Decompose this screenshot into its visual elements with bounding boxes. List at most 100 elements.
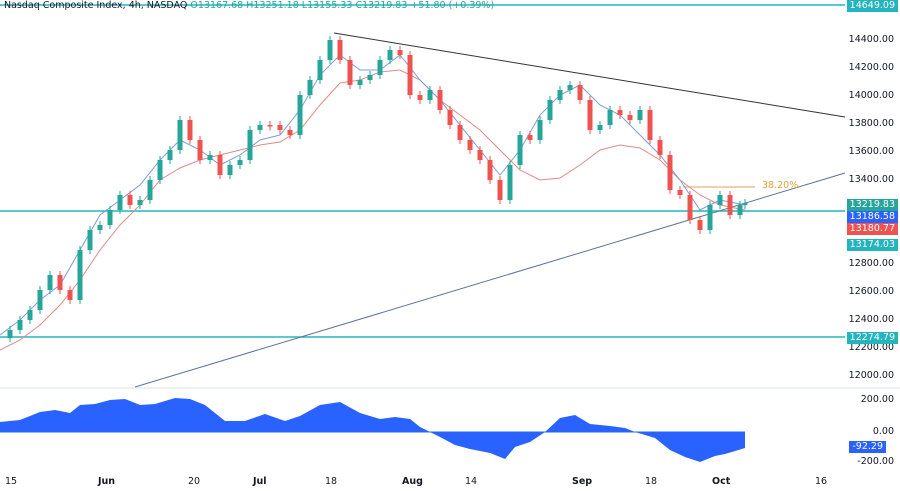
candle-body[interactable]	[497, 180, 503, 200]
price-tick-label: 13600.00	[848, 146, 894, 157]
candle-body[interactable]	[547, 100, 553, 120]
candle-body[interactable]	[237, 160, 243, 165]
candle-body[interactable]	[17, 320, 23, 330]
candle-body[interactable]	[597, 125, 603, 130]
time-tick-label: Aug	[402, 476, 423, 487]
candle-body[interactable]	[367, 75, 373, 80]
candle-body[interactable]	[337, 40, 343, 60]
candle-body[interactable]	[247, 130, 253, 160]
candle-body[interactable]	[377, 60, 383, 75]
candle-body[interactable]	[507, 165, 513, 200]
candle-body[interactable]	[137, 200, 143, 205]
candle-body[interactable]	[307, 80, 313, 95]
candle-body[interactable]	[427, 90, 433, 100]
open-value: O13167.68	[190, 0, 244, 11]
candle-body[interactable]	[587, 100, 593, 130]
candle-body[interactable]	[177, 120, 183, 150]
candle-body[interactable]	[567, 85, 573, 90]
candle-body[interactable]	[577, 85, 583, 100]
candle-body[interactable]	[287, 130, 293, 135]
candle-body[interactable]	[697, 220, 703, 230]
price-tick-label: 14000.00	[848, 90, 894, 101]
candle-body[interactable]	[297, 95, 303, 135]
ascending-trendline[interactable]	[134, 172, 846, 388]
candle-body[interactable]	[317, 60, 323, 80]
candle-body[interactable]	[357, 80, 363, 85]
candle-body[interactable]	[687, 195, 693, 220]
price-tick-label: 12000.00	[848, 370, 894, 381]
candle-body[interactable]	[527, 135, 533, 140]
candle-body[interactable]	[407, 55, 413, 95]
candle-body[interactable]	[97, 225, 103, 230]
candle-body[interactable]	[347, 60, 353, 85]
time-tick-label: 18	[645, 476, 658, 487]
candle-body[interactable]	[727, 195, 733, 215]
candle-body[interactable]	[657, 140, 663, 155]
candle-body[interactable]	[167, 150, 173, 160]
candle-body[interactable]	[227, 165, 233, 175]
candle-body[interactable]	[627, 115, 633, 120]
candle-body[interactable]	[437, 90, 443, 110]
candle-body[interactable]	[457, 125, 463, 140]
candle-body[interactable]	[387, 50, 393, 60]
fast-ma-line	[0, 54, 746, 336]
candle-body[interactable]	[87, 230, 93, 250]
oscillator-area	[0, 398, 745, 462]
candle-body[interactable]	[467, 140, 473, 150]
candle-body[interactable]	[47, 275, 53, 290]
descending-trendline[interactable]	[333, 32, 846, 118]
price-tick-label: 12400.00	[848, 314, 894, 325]
candle-body[interactable]	[537, 120, 543, 140]
price-tag: 13180.77	[846, 223, 898, 235]
candle-body[interactable]	[517, 135, 523, 165]
candle-body[interactable]	[327, 40, 333, 60]
candle-body[interactable]	[637, 110, 643, 120]
price-tick-label: 12600.00	[848, 286, 894, 297]
candle-body[interactable]	[217, 155, 223, 175]
candle-body[interactable]	[477, 150, 483, 160]
candle-body[interactable]	[187, 120, 193, 140]
candle-body[interactable]	[117, 195, 123, 210]
candle-body[interactable]	[27, 310, 33, 320]
time-tick-label: Jun	[98, 476, 116, 487]
candle-body[interactable]	[107, 210, 113, 225]
candle-body[interactable]	[67, 290, 73, 300]
candle-body[interactable]	[717, 195, 723, 205]
candle-body[interactable]	[267, 125, 273, 127]
candle-body[interactable]	[487, 160, 493, 180]
candle-body[interactable]	[737, 205, 743, 215]
candle-body[interactable]	[277, 125, 283, 130]
candle-body[interactable]	[447, 110, 453, 125]
candle-body[interactable]	[667, 155, 673, 190]
candle-body[interactable]	[197, 140, 203, 160]
candle-body[interactable]	[397, 50, 403, 55]
candle-body[interactable]	[77, 250, 83, 300]
candle-body[interactable]	[617, 110, 623, 115]
time-tick-label: Oct	[712, 476, 731, 487]
candle-body[interactable]	[417, 95, 423, 100]
symbol-label: Nasdaq Composite Index, 4h, NASDAQ	[4, 0, 188, 11]
candle-body[interactable]	[557, 90, 563, 100]
candle-body[interactable]	[157, 160, 163, 180]
candle-body[interactable]	[147, 180, 153, 200]
candle-body[interactable]	[742, 203, 748, 205]
candle-body[interactable]	[207, 155, 213, 160]
price-tag: 12274.79	[846, 332, 898, 344]
candle-body[interactable]	[647, 110, 653, 140]
candle-body[interactable]	[607, 110, 613, 125]
chart-header: Nasdaq Composite Index, 4h, NASDAQ O1316…	[4, 0, 494, 11]
candlestick-series[interactable]	[7, 36, 748, 342]
candle-body[interactable]	[257, 125, 263, 130]
candle-body[interactable]	[37, 290, 43, 310]
candle-body[interactable]	[57, 275, 63, 290]
low-value: L13155.33	[301, 0, 353, 11]
price-tag: 13174.03	[846, 239, 898, 251]
time-tick-label: Jul	[253, 476, 267, 487]
candle-body[interactable]	[7, 330, 13, 338]
candle-body[interactable]	[707, 205, 713, 230]
candle-body[interactable]	[127, 195, 133, 205]
change-value: +51.80 (+0.39%)	[410, 0, 495, 11]
candle-body[interactable]	[677, 190, 683, 195]
price-tick-label: 12200.00	[848, 342, 894, 353]
